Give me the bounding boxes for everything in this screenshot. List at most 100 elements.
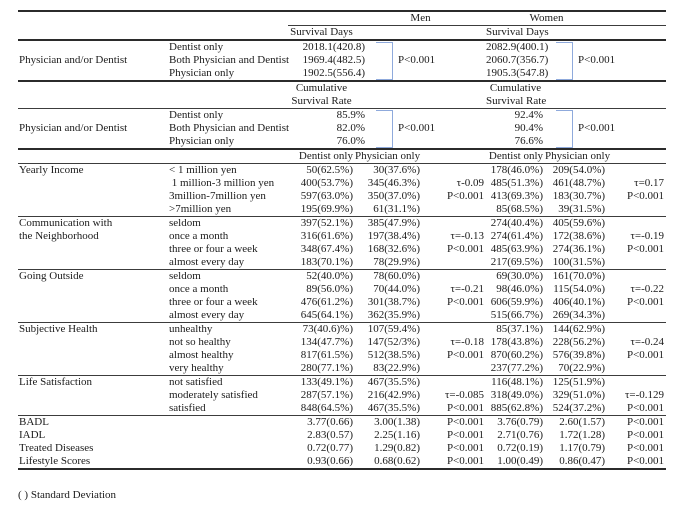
women-stat-value	[607, 203, 666, 217]
spacer-cell	[355, 81, 422, 95]
women-dentist-value: 274(40.4%)	[486, 216, 546, 230]
survival-rate-header-women: Survival Rate	[486, 95, 547, 109]
spacer-cell	[18, 149, 288, 164]
women-physician-value: 161(70.0%)	[545, 269, 608, 283]
women-stat-value	[607, 375, 667, 389]
table-row: Yearly Income < 1 million yen 50(62.5%) 30(…	[18, 164, 666, 178]
table-row: not so healthy 134(47.7%) 147(52/3%) τ=-0.1…	[18, 336, 666, 349]
table-row: Survival Days Survival Days	[18, 25, 667, 41]
bracket-group: P<0.001	[556, 109, 616, 148]
women-physician-value: 172(38.6%)	[552, 230, 606, 242]
women-dentist-value: 85(37.1%)	[486, 322, 546, 336]
women-value: 2082.9(400.1)	[486, 41, 549, 53]
category-label: Dentist only	[169, 41, 224, 53]
table-row: Cumulative Cumulative	[18, 81, 666, 95]
women-dentist-value: 885(62.8%)	[490, 402, 544, 414]
category-label: Physician only	[168, 67, 288, 82]
spacer-cell	[288, 11, 355, 26]
spacer-cell	[607, 95, 667, 109]
men-stat-value: P<0.001	[446, 296, 485, 308]
women-dentist-value: 413(69.3%)	[490, 190, 544, 202]
women-dentist-value: 3.76(0.79)	[486, 415, 546, 429]
bracket-group: P<0.001	[556, 41, 616, 80]
group-label-line: Yearly Income	[19, 164, 84, 176]
men-physician-value: 350(37.0%)	[367, 190, 420, 202]
women-stat-value: τ=-0.24	[630, 336, 665, 348]
men-dentist-value: 397(52.1%)	[288, 216, 355, 230]
p-value-label: P<0.001	[578, 54, 616, 66]
table-row: once a month 89(56.0%) 70(44.0%) τ=-0.21 98(…	[18, 283, 666, 296]
spacer-cell	[422, 81, 486, 95]
men-dentist-value: 183(70.1%)	[300, 256, 353, 268]
men-physician-value: 216(42.9%)	[367, 389, 420, 401]
spacer-cell	[18, 81, 288, 95]
p-value-label: P<0.001	[578, 122, 616, 134]
women-physician-value: 39(31.5%)	[558, 203, 606, 215]
table-row: 3million-7million yen 597(63.0%) 350(37.0%…	[18, 190, 666, 203]
women-value: 2060.7(356.7)	[486, 54, 549, 66]
men-dentist-value: 52(40.0%)	[288, 269, 355, 283]
table-row: almost every day 183(70.1%) 78(29.9%) 217(6…	[18, 256, 666, 270]
women-stat-value: τ=0.17	[634, 177, 665, 189]
women-header: Women	[486, 11, 608, 26]
spacer-cell	[545, 81, 607, 95]
category-label: unhealthy	[168, 322, 288, 336]
group-label: Life Satisfaction	[18, 375, 168, 416]
women-dentist-value: 0.72(0.19)	[497, 442, 544, 454]
men-physician-value: 197(38.4%)	[367, 230, 420, 242]
men-stat-value: P<0.001	[446, 190, 485, 202]
women-stat-value: P<0.001	[607, 415, 667, 429]
table-row: Physician and/or Dentist Dentist only 2018…	[18, 40, 667, 82]
men-physician-value: 147(52/3%)	[367, 336, 420, 348]
spacer-cell	[422, 25, 487, 41]
table-row: Life Satisfaction not satisfied 133(49.1%)…	[18, 375, 667, 416]
group-label-line: Communication with	[19, 217, 113, 229]
women-stat-cell: P<0.001	[556, 108, 667, 150]
category-label: < 1 million yen	[169, 164, 237, 176]
men-stat-cell: P<0.001	[376, 108, 487, 150]
men-dentist-value: 50(62.5%)	[306, 164, 353, 176]
women-stat-value: P<0.001	[626, 243, 665, 255]
footnote: ( ) Standard Deviation	[18, 489, 117, 501]
women-physician-value: 70(22.9%)	[558, 362, 606, 374]
men-dentist-value: 400(53.7%)	[300, 177, 353, 189]
women-physician-value: 228(56.2%)	[552, 336, 606, 348]
women-physician-value: 0.86(0.47)	[545, 455, 608, 470]
men-stat-value	[422, 375, 487, 389]
group-label-line: Life Satisfaction	[19, 376, 93, 388]
women-dentist-value: 116(48.1%)	[486, 375, 546, 389]
category-label: not so healthy	[169, 336, 231, 348]
table-row: Survival Rate Survival Rate	[18, 95, 667, 109]
category-label: moderately satisfied	[169, 389, 258, 401]
men-physician-value: 345(46.3%)	[367, 177, 420, 189]
category-label: not satisfied	[168, 375, 288, 389]
women-stat-cell: P<0.001	[556, 40, 667, 82]
men-physician-value: 362(35.9%)	[367, 309, 420, 321]
men-stat-cell: P<0.001	[376, 40, 487, 82]
men-dentist-value: 645(64.1%)	[300, 309, 353, 321]
women-physician-value: 100(31.5%)	[552, 256, 606, 268]
men-stat-value: τ-0.09	[456, 177, 485, 189]
women-value: 92.4%	[514, 109, 544, 121]
table-row: Physician and/or Dentist Dentist only 85.9…	[18, 108, 667, 150]
table-row: Communication with the Neighborhood seldom…	[18, 216, 667, 270]
bracket-group: P<0.001	[376, 41, 440, 80]
men-stat-value: P<0.001	[446, 442, 485, 454]
women-value: 90.4%	[514, 122, 544, 134]
women-dentist-value: 98(46.0%)	[496, 283, 544, 295]
women-physician-value: 524(37.2%)	[552, 402, 606, 414]
cumulative-header-men: Cumulative	[295, 82, 348, 94]
men-dentist-value: 0.72(0.77)	[307, 442, 353, 454]
women-physician-value: 2.60(1.57)	[545, 415, 608, 429]
spacer-cell	[18, 95, 288, 109]
subheader-women-physician: Physician only	[545, 149, 611, 164]
spacer-cell	[607, 149, 667, 164]
group-label: Physician and/or Dentist	[18, 40, 168, 82]
men-dentist-value: 316(61.6%)	[300, 230, 353, 242]
women-dentist-value: 606(59.9%)	[490, 296, 544, 308]
women-dentist-value: 85(68.5%)	[496, 203, 544, 215]
category-label: Physician only	[168, 135, 288, 150]
men-physician-value: 301(38.7%)	[367, 296, 420, 308]
table-row: three or four a week 476(61.2%) 301(38.7%)…	[18, 296, 666, 309]
women-physician-value: 329(51.0%)	[552, 389, 606, 401]
